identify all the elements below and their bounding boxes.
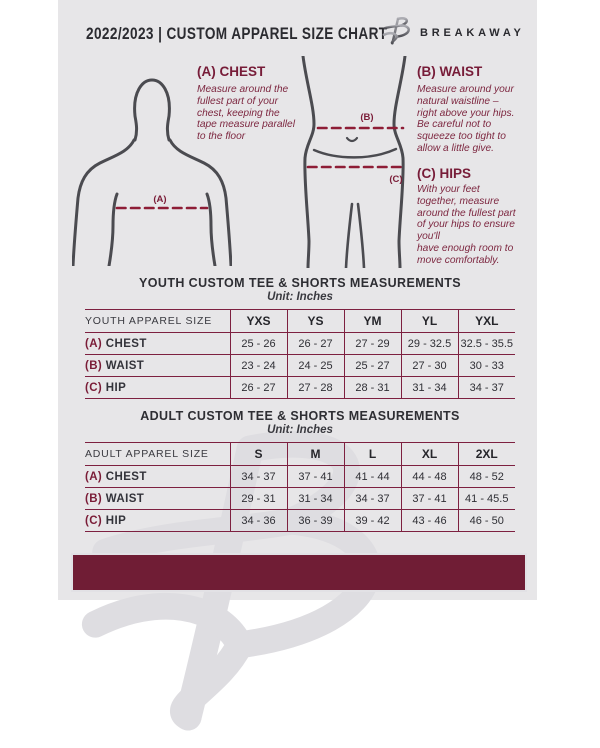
hips-marker-label: (C) xyxy=(389,174,402,185)
adult-table-unit: Unit: Inches xyxy=(267,424,333,436)
youth-size-table: YOUTH APPAREL SIZE YXS YS YM YL YXL (A) … xyxy=(85,309,515,399)
page-title: 2022/2023 | CUSTOM APPAREL SIZE CHART xyxy=(86,24,388,43)
row-name: WAIST xyxy=(105,359,145,372)
youth-waist-row: (B) WAIST 23 - 24 24 - 25 25 - 27 27 - 3… xyxy=(85,354,515,377)
adult-hip-l: 39 - 42 xyxy=(343,509,402,532)
youth-waist-yl: 27 - 30 xyxy=(400,354,459,377)
youth-waist-yxl: 30 - 33 xyxy=(457,354,515,377)
adult-chest-s: 34 - 37 xyxy=(229,465,288,488)
adult-chest-xl: 44 - 48 xyxy=(400,465,459,488)
torso-figure: (A) xyxy=(72,78,232,266)
youth-hip-yxs: 26 - 27 xyxy=(229,376,288,399)
adult-size-table: ADULT APPAREL SIZE S M L XL 2XL (A) CHES… xyxy=(85,442,515,532)
adult-size-label: ADULT APPAREL SIZE xyxy=(85,442,231,466)
youth-col-yxs: YXS xyxy=(229,309,288,333)
adult-waist-m: 31 - 34 xyxy=(286,487,345,510)
youth-chest-ym: 27 - 29 xyxy=(343,332,402,355)
youth-table-unit: Unit: Inches xyxy=(267,291,333,303)
adult-hip-m: 36 - 39 xyxy=(286,509,345,532)
adult-waist-l: 34 - 37 xyxy=(343,487,402,510)
adult-col-s: S xyxy=(229,442,288,466)
lower-body-figure: (B) (C) xyxy=(301,56,407,268)
row-name: HIP xyxy=(105,381,127,394)
adult-chest-2xl: 48 - 52 xyxy=(457,465,515,488)
youth-waist-ys: 24 - 25 xyxy=(286,354,345,377)
youth-chest-yl: 29 - 32.5 xyxy=(400,332,459,355)
youth-chest-yxl: 32.5 - 35.5 xyxy=(457,332,515,355)
youth-col-yxl: YXL xyxy=(457,309,515,333)
row-marker: (B) xyxy=(85,359,103,372)
hips-heading: (C) HIPS xyxy=(417,166,471,181)
youth-hip-yxl: 34 - 37 xyxy=(457,376,515,399)
youth-hip-row: (C) HIP 26 - 27 27 - 28 28 - 31 31 - 34 … xyxy=(85,376,515,399)
adult-chest-row: (A) CHEST 34 - 37 37 - 41 41 - 44 44 - 4… xyxy=(85,465,515,488)
youth-hip-ym: 28 - 31 xyxy=(343,376,402,399)
adult-waist-s: 29 - 31 xyxy=(229,487,288,510)
waist-instructions: Measure around your natural waistline – … xyxy=(417,84,515,154)
row-marker: (A) xyxy=(85,470,103,483)
row-name: HIP xyxy=(105,514,127,527)
adult-table-title: ADULT CUSTOM TEE & SHORTS MEASUREMENTS xyxy=(140,409,460,423)
row-marker: (C) xyxy=(85,381,103,394)
adult-header-row: ADULT APPAREL SIZE S M L XL 2XL xyxy=(85,442,515,466)
breakaway-logo-icon xyxy=(382,17,410,45)
adult-chest-l: 41 - 44 xyxy=(343,465,402,488)
brand-name: BREAKAWAY xyxy=(420,27,525,39)
youth-col-ym: YM xyxy=(343,309,402,333)
chest-marker-label: (A) xyxy=(153,194,166,205)
footer-accent-bar xyxy=(71,553,527,592)
youth-chest-yxs: 25 - 26 xyxy=(229,332,288,355)
adult-hip-row: (C) HIP 34 - 36 36 - 39 39 - 42 43 - 46 … xyxy=(85,509,515,532)
youth-waist-yxs: 23 - 24 xyxy=(229,354,288,377)
youth-hip-ys: 27 - 28 xyxy=(286,376,345,399)
chest-instructions: Measure around the fullest part of your … xyxy=(197,84,295,143)
adult-waist-2xl: 41 - 45.5 xyxy=(457,487,515,510)
waist-marker-label: (B) xyxy=(360,112,373,123)
adult-hip-2xl: 46 - 50 xyxy=(457,509,515,532)
youth-table-title: YOUTH CUSTOM TEE & SHORTS MEASUREMENTS xyxy=(139,276,461,290)
navel-mark xyxy=(345,136,359,143)
adult-waist-row: (B) WAIST 29 - 31 31 - 34 34 - 37 37 - 4… xyxy=(85,487,515,510)
adult-chest-m: 37 - 41 xyxy=(286,465,345,488)
row-name: CHEST xyxy=(105,470,147,483)
adult-col-l: L xyxy=(343,442,402,466)
chest-heading: (A) CHEST xyxy=(197,64,266,79)
youth-waist-ym: 25 - 27 xyxy=(343,354,402,377)
row-marker: (A) xyxy=(85,337,103,350)
youth-chest-ys: 26 - 27 xyxy=(286,332,345,355)
youth-header-row: YOUTH APPAREL SIZE YXS YS YM YL YXL xyxy=(85,309,515,333)
adult-col-2xl: 2XL xyxy=(457,442,515,466)
waist-heading: (B) WAIST xyxy=(417,64,483,79)
hips-instructions: With your feet together, measure around … xyxy=(417,184,516,266)
adult-col-xl: XL xyxy=(400,442,459,466)
adult-col-m: M xyxy=(286,442,345,466)
row-marker: (B) xyxy=(85,492,103,505)
adult-hip-s: 34 - 36 xyxy=(229,509,288,532)
youth-col-yl: YL xyxy=(400,309,459,333)
adult-waist-xl: 37 - 41 xyxy=(400,487,459,510)
row-name: CHEST xyxy=(105,337,147,350)
row-name: WAIST xyxy=(105,492,145,505)
size-chart-flyer: { "document": { "header": { "title": "20… xyxy=(58,0,537,731)
youth-size-label: YOUTH APPAREL SIZE xyxy=(85,309,231,333)
youth-col-ys: YS xyxy=(286,309,345,333)
youth-hip-yl: 31 - 34 xyxy=(400,376,459,399)
adult-hip-xl: 43 - 46 xyxy=(400,509,459,532)
youth-chest-row: (A) CHEST 25 - 26 26 - 27 27 - 29 29 - 3… xyxy=(85,332,515,355)
row-marker: (C) xyxy=(85,514,103,527)
